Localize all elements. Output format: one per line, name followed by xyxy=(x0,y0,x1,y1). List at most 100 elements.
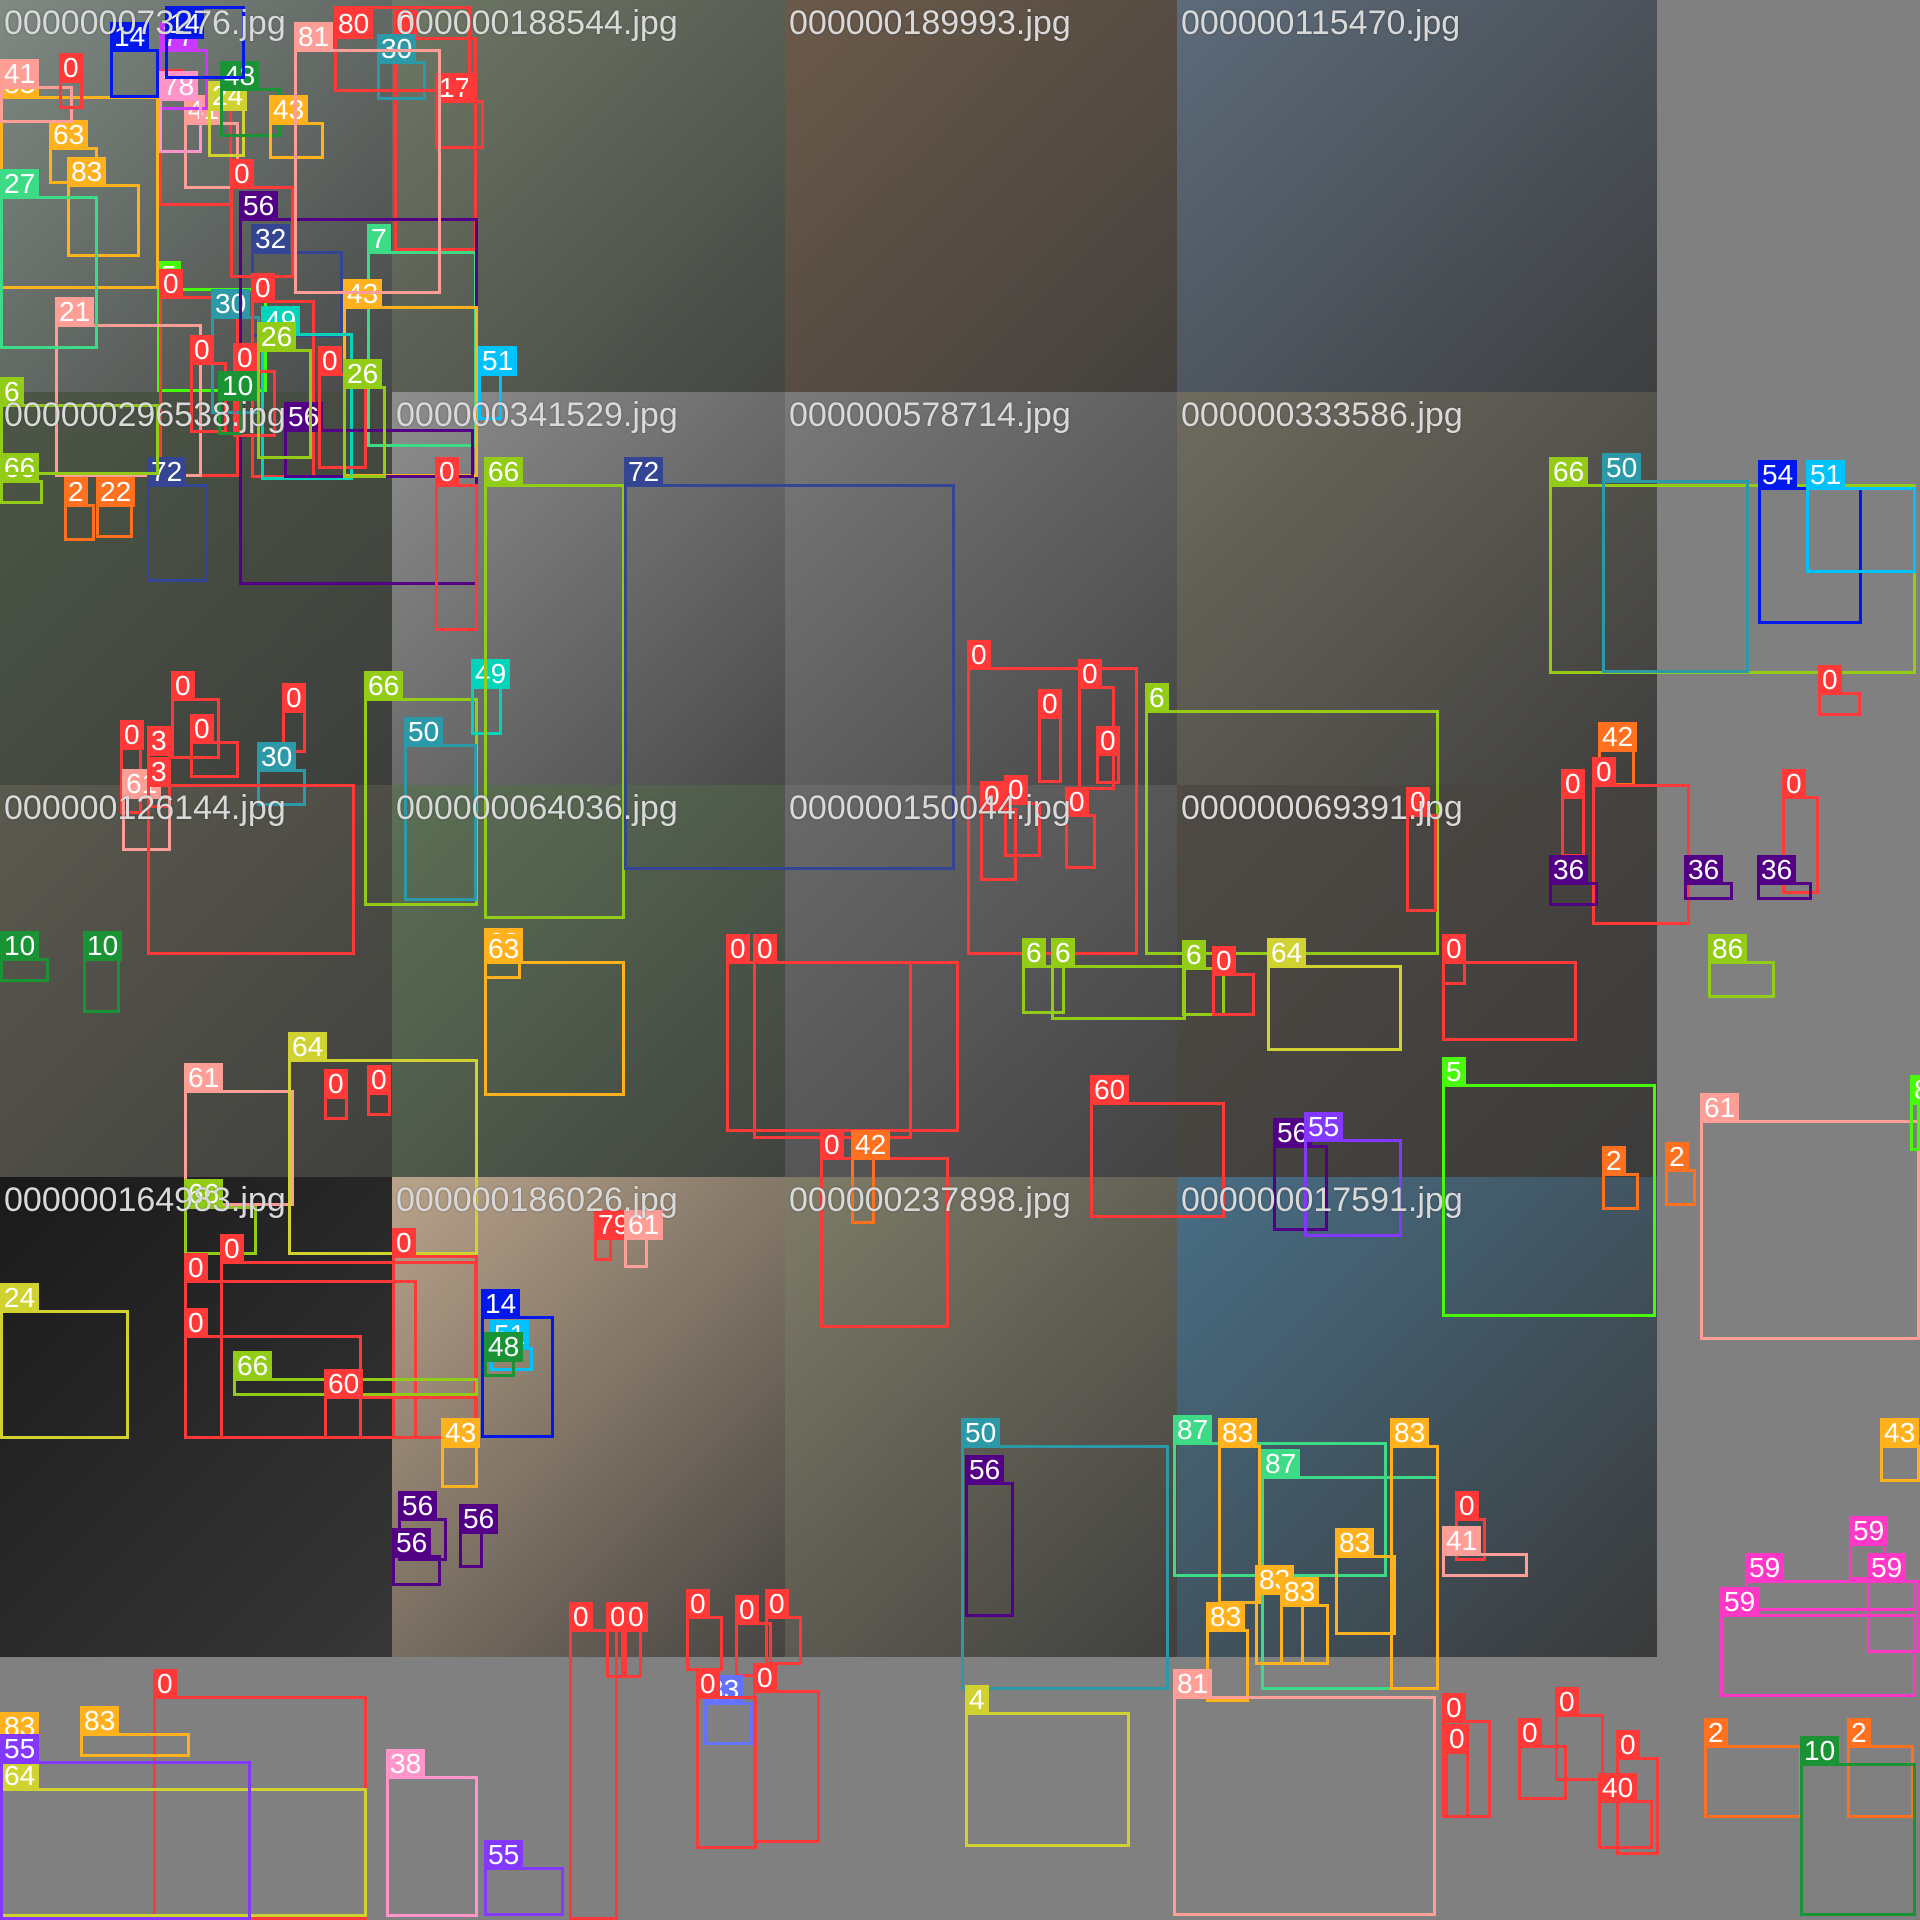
class-label: 41 xyxy=(0,59,40,89)
class-label: 2 xyxy=(1847,1718,1871,1748)
class-label: 0 xyxy=(606,1602,630,1632)
class-label: 0 xyxy=(820,1130,844,1160)
class-label: 51 xyxy=(478,346,518,376)
tile-filename: 000000189993.jpg xyxy=(789,4,1071,42)
detection-box: 6 xyxy=(1022,938,1065,1014)
detection-box: 54 xyxy=(1758,460,1862,624)
class-label: 0 xyxy=(1818,665,1842,695)
class-label: 86 xyxy=(1708,934,1748,964)
class-label: 0 xyxy=(435,457,459,487)
class-label: 0 xyxy=(120,720,144,750)
detection-box: 61 xyxy=(624,1210,664,1268)
class-label: 81 xyxy=(1173,1669,1213,1699)
tile-filename: 000000017591.jpg xyxy=(1181,1181,1463,1219)
class-label: 0 xyxy=(1455,1491,1479,1521)
class-label: 66 xyxy=(0,453,40,483)
detection-box: 6 xyxy=(1182,940,1225,1016)
class-label: 6 xyxy=(1182,940,1206,970)
detection-box: 81 xyxy=(294,22,441,294)
class-label: 0 xyxy=(1096,726,1120,756)
class-label: 0 xyxy=(696,1669,720,1699)
class-label: 2 xyxy=(1704,1718,1728,1748)
class-label: 83 xyxy=(1390,1418,1430,1448)
class-label: 5 xyxy=(1442,1057,1466,1087)
class-label: 0 xyxy=(1442,934,1466,964)
tile-15: 000000017591.jpg xyxy=(1177,1177,1657,1657)
class-label: 0 xyxy=(1592,757,1616,787)
detection-box: 48 xyxy=(220,61,281,137)
class-label: 59 xyxy=(1745,1553,1785,1583)
class-label: 83 xyxy=(1218,1418,1258,1448)
class-label: 72 xyxy=(624,457,664,487)
class-label: 49 xyxy=(471,659,511,689)
class-label: 6 xyxy=(1145,683,1169,713)
class-label: 56 xyxy=(239,191,279,221)
detection-box: 0 xyxy=(753,1663,820,1843)
detection-box: 10 xyxy=(0,931,49,982)
class-label: 10 xyxy=(218,371,258,401)
detection-box: 27 xyxy=(0,169,98,349)
detection-box: 56 xyxy=(965,1455,1014,1617)
class-label: 59 xyxy=(1849,1516,1889,1546)
class-label: 3 xyxy=(147,757,171,787)
class-label: 41 xyxy=(1442,1526,1482,1556)
detection-box: 66 xyxy=(0,453,43,504)
class-label: 0 xyxy=(1782,769,1806,799)
class-label: 36 xyxy=(1684,855,1724,885)
detection-box: 0 xyxy=(1442,934,1577,1041)
detection-box: 21 xyxy=(55,297,202,477)
detection-box: 24 xyxy=(0,1283,129,1439)
class-label: 59 xyxy=(1720,1587,1760,1617)
class-label: 0 xyxy=(726,934,750,964)
detection-box: 41 xyxy=(0,59,73,123)
detection-box: 0 xyxy=(367,1065,391,1116)
detection-box: 30 xyxy=(257,742,306,806)
tile-filename: 000000186026.jpg xyxy=(396,1181,678,1219)
class-label: 0 xyxy=(1065,787,1089,817)
detection-box: 38 xyxy=(386,1749,478,1917)
tile-filename: 000000069391.jpg xyxy=(1181,789,1463,827)
tile-filename: 000000126144.jpg xyxy=(4,789,286,827)
detection-box: 0 xyxy=(1445,1724,1469,1818)
class-label: 64 xyxy=(288,1032,328,1062)
detection-box: 79 xyxy=(594,1210,634,1261)
detection-box: 2 xyxy=(1602,1146,1639,1210)
detection-box: 83 xyxy=(67,157,140,257)
detection-box: 2 xyxy=(64,477,95,541)
class-label: 2 xyxy=(64,477,88,507)
tile-filename: 000000296538.jpg xyxy=(4,396,286,434)
detection-box: 0 xyxy=(753,934,912,1139)
detection-box: 83 xyxy=(1280,1577,1329,1665)
class-label: 14 xyxy=(110,22,150,52)
class-label: 55 xyxy=(484,1840,524,1870)
class-label: 0 xyxy=(980,781,1004,811)
tile-filename: 000000164983.jpg xyxy=(4,1181,286,1219)
detection-box: 10 xyxy=(1800,1736,1916,1916)
class-label: 85 xyxy=(1910,1075,1920,1105)
class-label: 56 xyxy=(965,1455,1005,1485)
class-label: 66 xyxy=(184,1179,224,1209)
class-label: 59 xyxy=(1867,1553,1907,1583)
class-label: 87 xyxy=(1173,1415,1213,1445)
class-label: 30 xyxy=(257,742,297,772)
class-label: 42 xyxy=(1598,722,1638,752)
tile-filename: 000000578714.jpg xyxy=(789,396,1071,434)
detection-box: 0 xyxy=(1561,769,1585,857)
detection-box: 0 xyxy=(606,1602,630,1678)
detection-box: 0 xyxy=(435,457,478,631)
class-label: 61 xyxy=(624,1210,664,1240)
detection-box: 72 xyxy=(147,457,208,582)
class-label: 6 xyxy=(1022,938,1046,968)
class-label: 55 xyxy=(0,1734,40,1764)
detection-box: 0 xyxy=(980,781,1017,881)
detection-box: 0 xyxy=(1616,1730,1659,1855)
class-label: 81 xyxy=(294,22,334,52)
class-label: 83 xyxy=(67,157,107,187)
detection-box: 81 xyxy=(1173,1669,1436,1916)
detection-box: 0 xyxy=(190,714,239,778)
detection-box: 10 xyxy=(218,371,258,435)
detection-box: 50 xyxy=(404,717,477,901)
class-label: 83 xyxy=(1335,1528,1375,1558)
class-label: 64 xyxy=(0,1761,40,1791)
class-label: 56 xyxy=(459,1504,499,1534)
